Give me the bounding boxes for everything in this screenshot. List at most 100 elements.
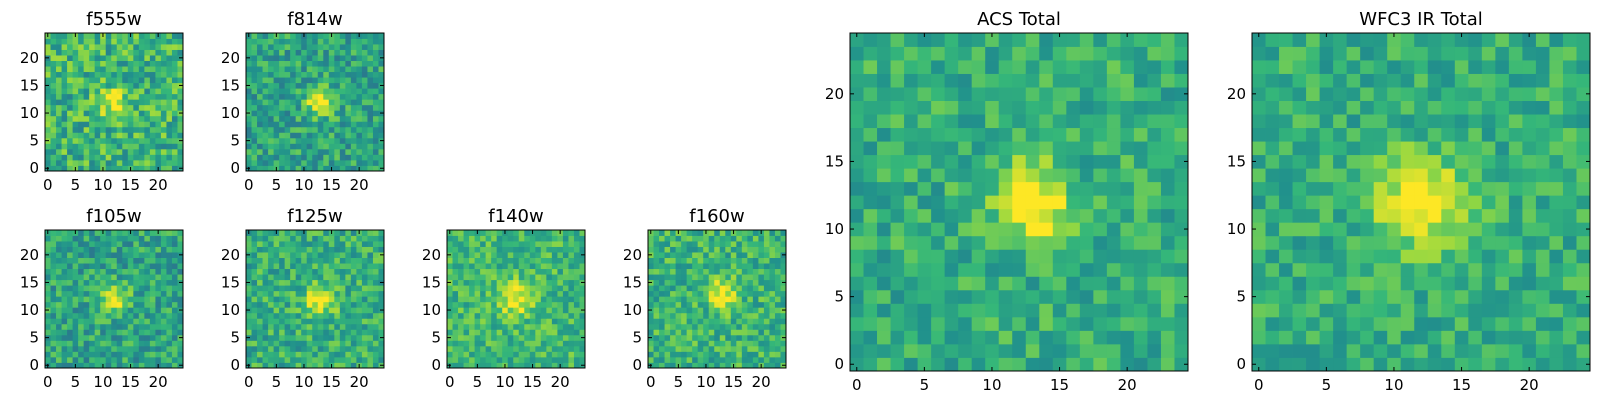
pixel-cell bbox=[714, 241, 721, 247]
pixel-cell bbox=[1147, 276, 1162, 291]
pixel-cell bbox=[1441, 357, 1456, 372]
pixel-cell bbox=[1147, 357, 1162, 372]
pixel-cell bbox=[1468, 330, 1483, 345]
pixel-cell bbox=[171, 235, 178, 242]
pixel-cell bbox=[328, 274, 335, 281]
pixel-cell bbox=[273, 323, 280, 330]
pixel-cell bbox=[127, 132, 134, 139]
pixel-cell bbox=[122, 268, 129, 275]
pixel-cell bbox=[452, 241, 459, 247]
pixel-cell bbox=[72, 77, 79, 84]
pixel-cell bbox=[474, 345, 481, 352]
pixel-cell bbox=[78, 241, 85, 247]
pixel-cell bbox=[356, 329, 363, 336]
pixel-cell bbox=[105, 44, 112, 50]
pixel-cell bbox=[262, 49, 269, 56]
pixel-cell bbox=[155, 356, 162, 363]
pixel-cell bbox=[1360, 316, 1375, 331]
pixel-cell bbox=[290, 279, 297, 286]
pixel-cell bbox=[890, 127, 905, 142]
pixel-cell bbox=[94, 44, 101, 50]
pixel-cell bbox=[1306, 343, 1320, 358]
pixel-cell bbox=[1360, 303, 1375, 318]
pixel-cell bbox=[160, 49, 167, 56]
pixel-cell bbox=[295, 312, 302, 319]
pixel-cell bbox=[56, 126, 62, 133]
pixel-cell bbox=[61, 143, 68, 150]
pixel-cell bbox=[1174, 357, 1189, 372]
pixel-cell bbox=[72, 38, 79, 45]
pixel-cell bbox=[56, 82, 62, 89]
pixel-cell bbox=[361, 356, 368, 363]
pixel-cell bbox=[105, 246, 112, 253]
pixel-cell bbox=[686, 307, 693, 314]
pixel-cell bbox=[334, 252, 341, 258]
pixel-cell bbox=[160, 235, 167, 242]
pixel-cell bbox=[469, 268, 475, 275]
pixel-cell bbox=[361, 345, 368, 352]
pixel-cell bbox=[1481, 249, 1496, 264]
pixel-cell bbox=[1414, 222, 1429, 237]
pixel-cell bbox=[290, 246, 297, 253]
pixel-cell bbox=[50, 257, 57, 264]
pixel-cell bbox=[171, 252, 178, 258]
pixel-cell bbox=[1133, 33, 1148, 47]
pixel-cell bbox=[133, 137, 140, 144]
pixel-cell bbox=[350, 93, 357, 100]
pixel-cell bbox=[257, 362, 263, 369]
pixel-cell bbox=[463, 356, 470, 363]
pixel-cell bbox=[568, 241, 575, 247]
pixel-cell bbox=[752, 345, 759, 352]
pixel-cell bbox=[780, 351, 787, 358]
pixel-cell bbox=[45, 159, 51, 166]
pixel-cell bbox=[958, 100, 973, 115]
pixel-cell bbox=[469, 318, 475, 325]
pixel-cell bbox=[502, 290, 509, 297]
pixel-cell bbox=[714, 285, 721, 292]
pixel-cell bbox=[480, 323, 487, 330]
pixel-cell bbox=[931, 46, 946, 61]
pixel-cell bbox=[1468, 357, 1483, 372]
pixel-cell bbox=[774, 334, 781, 341]
pixel-cell bbox=[1481, 235, 1496, 250]
pixel-cell bbox=[513, 246, 520, 253]
pixel-cell bbox=[653, 334, 660, 341]
pixel-cell bbox=[863, 343, 878, 358]
pixel-cell bbox=[105, 235, 112, 242]
pixel-cell bbox=[469, 252, 475, 258]
pixel-cell bbox=[301, 159, 308, 166]
pixel-cell bbox=[50, 154, 57, 161]
pixel-cell bbox=[56, 104, 62, 111]
pixel-cell bbox=[262, 154, 269, 161]
pixel-cell bbox=[1535, 303, 1550, 318]
pixel-cell bbox=[1387, 168, 1402, 183]
pixel-cell bbox=[535, 285, 542, 292]
pixel-cell bbox=[350, 137, 357, 144]
pixel-cell bbox=[72, 99, 79, 106]
pixel-cell bbox=[257, 126, 263, 133]
pixel-cell bbox=[149, 159, 156, 166]
pixel-cell bbox=[317, 154, 324, 161]
pixel-cell bbox=[323, 38, 330, 45]
pixel-cell bbox=[774, 307, 781, 314]
pixel-cell bbox=[378, 356, 385, 363]
pixel-cell bbox=[339, 312, 346, 319]
pixel-cell bbox=[540, 340, 547, 347]
pixel-cell bbox=[268, 290, 274, 297]
pixel-cell bbox=[246, 268, 252, 275]
pixel-cell bbox=[568, 296, 575, 303]
pixel-cell bbox=[89, 33, 96, 39]
pixel-cell bbox=[279, 362, 286, 369]
pixel-cell bbox=[328, 55, 335, 61]
pixel-cell bbox=[339, 159, 346, 166]
pixel-cell bbox=[155, 60, 162, 67]
pixel-cell bbox=[469, 241, 475, 247]
pixel-cell bbox=[681, 235, 688, 242]
pixel-cell bbox=[89, 296, 96, 303]
pixel-cell bbox=[653, 263, 660, 270]
pixel-cell bbox=[339, 230, 346, 236]
pixel-cell bbox=[850, 303, 864, 318]
pixel-cell bbox=[752, 329, 759, 336]
pixel-cell bbox=[356, 110, 363, 117]
